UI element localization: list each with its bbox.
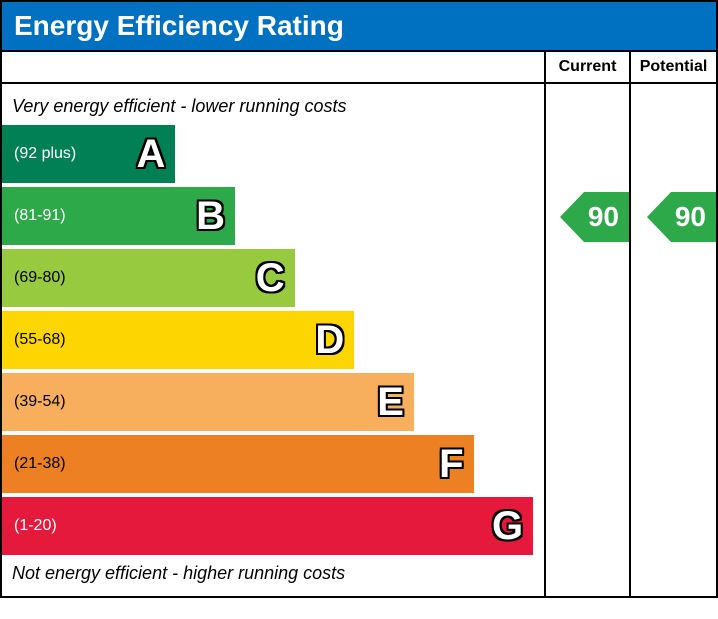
- band-letter: B: [196, 194, 225, 239]
- band-letter: D: [315, 318, 344, 363]
- band-b: (81-91) B: [2, 187, 235, 245]
- band-range: (55-68): [14, 331, 66, 349]
- bands-container: (92 plus) A (81-91) B (69-80) C (55-68) D (39-54…: [2, 125, 544, 555]
- band-letter: E: [377, 380, 404, 425]
- chart-title: Energy Efficiency Rating: [2, 2, 716, 52]
- bands-column: Very energy efficient - lower running co…: [2, 84, 546, 596]
- note-bottom: Not energy efficient - higher running co…: [2, 559, 544, 588]
- band-range: (21-38): [14, 455, 66, 473]
- band-range: (39-54): [14, 393, 66, 411]
- band-d: (55-68) D: [2, 311, 354, 369]
- band-letter: F: [439, 442, 463, 487]
- chart-body: Very energy efficient - lower running co…: [2, 84, 716, 596]
- header-current: Current: [546, 52, 631, 82]
- header-potential: Potential: [631, 52, 716, 82]
- band-range: (92 plus): [14, 145, 76, 163]
- note-top: Very energy efficient - lower running co…: [2, 92, 544, 121]
- band-letter: G: [492, 504, 523, 549]
- band-e: (39-54) E: [2, 373, 414, 431]
- band-range: (69-80): [14, 269, 66, 287]
- current-arrow: 90: [584, 192, 629, 242]
- band-a: (92 plus) A: [2, 125, 175, 183]
- current-column: 90: [546, 84, 631, 596]
- band-letter: C: [256, 256, 285, 301]
- header-row: Current Potential: [2, 52, 716, 84]
- band-letter: A: [137, 132, 166, 177]
- band-f: (21-38) F: [2, 435, 474, 493]
- band-c: (69-80) C: [2, 249, 295, 307]
- band-range: (1-20): [14, 517, 57, 535]
- band-g: (1-20) G: [2, 497, 533, 555]
- potential-arrow: 90: [671, 192, 716, 242]
- epc-chart: Energy Efficiency Rating Current Potenti…: [0, 0, 718, 598]
- header-blank: [2, 52, 546, 82]
- potential-column: 90: [631, 84, 716, 596]
- band-range: (81-91): [14, 207, 66, 225]
